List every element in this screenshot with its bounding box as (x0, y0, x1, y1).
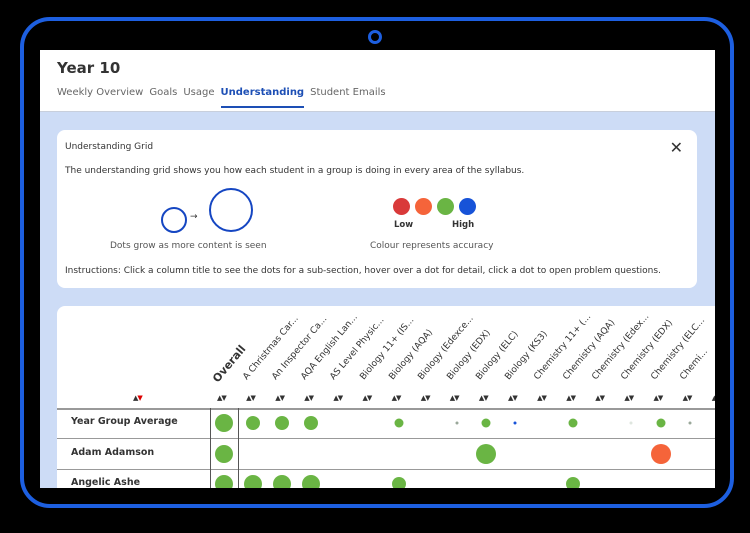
tab-student-emails[interactable]: Student Emails (310, 87, 386, 98)
row-divider (57, 469, 715, 470)
arrow-icon: → (190, 212, 198, 222)
info-card: Understanding Grid ✕ The understanding g… (57, 130, 697, 288)
page-title: Year 10 (57, 59, 121, 77)
understanding-dot[interactable] (275, 416, 290, 430)
sort-icon[interactable]: ▲▼ (449, 394, 460, 402)
understanding-dot[interactable] (304, 416, 319, 430)
tab-weekly-overview[interactable]: Weekly Overview (57, 87, 144, 98)
legend-dot (437, 198, 454, 215)
column-header[interactable]: AS Level Physic... (328, 315, 387, 382)
understanding-dot[interactable] (244, 475, 263, 488)
understanding-dot[interactable] (688, 421, 692, 425)
column-divider (210, 408, 211, 488)
sort-icon[interactable]: ▲▼ (653, 394, 664, 402)
info-description: The understanding grid shows you how eac… (65, 166, 525, 176)
understanding-dot[interactable] (215, 444, 233, 463)
understanding-dot[interactable] (568, 418, 578, 428)
close-icon[interactable]: ✕ (669, 138, 683, 157)
column-header[interactable]: Biology (Edexce... (416, 313, 476, 382)
understanding-dot[interactable] (215, 414, 233, 432)
legend-dot (415, 198, 432, 215)
understanding-dot[interactable] (246, 416, 261, 430)
column-header[interactable]: Chemi... (677, 346, 710, 382)
sort-icon[interactable]: ▲▼ (508, 394, 518, 402)
sort-icon[interactable]: ▲▼ (682, 394, 693, 402)
row-divider (57, 438, 715, 439)
row-name: Angelic Ashe (71, 477, 141, 488)
understanding-grid: ▲▼ Overall ▲▼ A Christmas Car... ▲▼ An Inspe… (57, 306, 715, 488)
instructions: Instructions: Click a column title to se… (65, 266, 661, 276)
column-header[interactable]: Overall (210, 342, 249, 385)
sort-icon[interactable]: ▲▼ (537, 394, 547, 402)
small-circle-icon (161, 207, 187, 233)
understanding-dot[interactable] (391, 477, 406, 488)
understanding-dot[interactable] (629, 421, 633, 425)
understanding-dot[interactable] (302, 475, 321, 488)
sort-icon[interactable]: ▲▼ (217, 394, 227, 402)
understanding-dot[interactable] (650, 443, 671, 464)
sort-icon[interactable]: ▲▼ (711, 394, 715, 402)
sort-icon[interactable]: ▲▼ (391, 394, 402, 402)
tab-goals[interactable]: Goals (149, 87, 178, 98)
understanding-dot[interactable] (481, 418, 491, 428)
understanding-dot[interactable] (455, 421, 459, 425)
sort-icon[interactable]: ▲▼ (420, 394, 431, 402)
sort-icon[interactable]: ▲▼ (246, 394, 256, 402)
screen: Year 10 Weekly Overview Goals Usage Unde… (40, 50, 715, 488)
understanding-dot[interactable] (394, 418, 404, 428)
high-label: High (452, 220, 475, 230)
row-name: Adam Adamson (71, 446, 155, 458)
color-caption: Colour represents accuracy (370, 241, 494, 251)
column-header[interactable]: Biology 11+ (IS... (357, 315, 416, 382)
sort-icon[interactable]: ▲▼ (275, 394, 285, 402)
column-header[interactable]: Chemistry (AQA) (561, 317, 618, 382)
sort-icon[interactable]: ▲▼ (478, 394, 489, 402)
size-caption: Dots grow as more content is seen (110, 241, 267, 251)
tab-bar: Weekly Overview Goals Usage Understandin… (57, 87, 386, 108)
understanding-dot[interactable] (215, 475, 233, 488)
large-circle-icon (209, 188, 253, 232)
sort-icon[interactable]: ▲▼ (566, 394, 576, 402)
sort-icon[interactable]: ▲▼ (333, 394, 343, 402)
sort-icon[interactable]: ▲▼ (304, 394, 314, 402)
row-divider (57, 408, 715, 410)
understanding-dot[interactable] (273, 475, 292, 488)
understanding-dot[interactable] (475, 443, 496, 464)
name-sort-icon[interactable]: ▲▼ (133, 394, 143, 402)
tab-usage[interactable]: Usage (183, 87, 215, 98)
legend-dot (393, 198, 410, 215)
column-header[interactable]: Chemistry (ELC... (648, 315, 707, 382)
column-header[interactable]: Chemistry (EDX) (619, 318, 676, 382)
device-frame (20, 17, 734, 508)
info-title: Understanding Grid (65, 142, 154, 152)
camera-icon (368, 30, 382, 44)
column-divider (238, 408, 239, 488)
tab-understanding[interactable]: Understanding (220, 87, 305, 108)
legend-dot (459, 198, 476, 215)
low-label: Low (394, 220, 414, 230)
row-name: Year Group Average (71, 416, 178, 427)
understanding-dot[interactable] (513, 421, 517, 425)
sort-icon[interactable]: ▲▼ (362, 394, 373, 402)
sort-icon[interactable]: ▲▼ (595, 394, 605, 402)
understanding-dot[interactable] (656, 418, 665, 428)
sort-icon[interactable]: ▲▼ (624, 394, 634, 402)
understanding-dot[interactable] (566, 477, 581, 488)
page-header: Year 10 Weekly Overview Goals Usage Unde… (40, 50, 715, 112)
